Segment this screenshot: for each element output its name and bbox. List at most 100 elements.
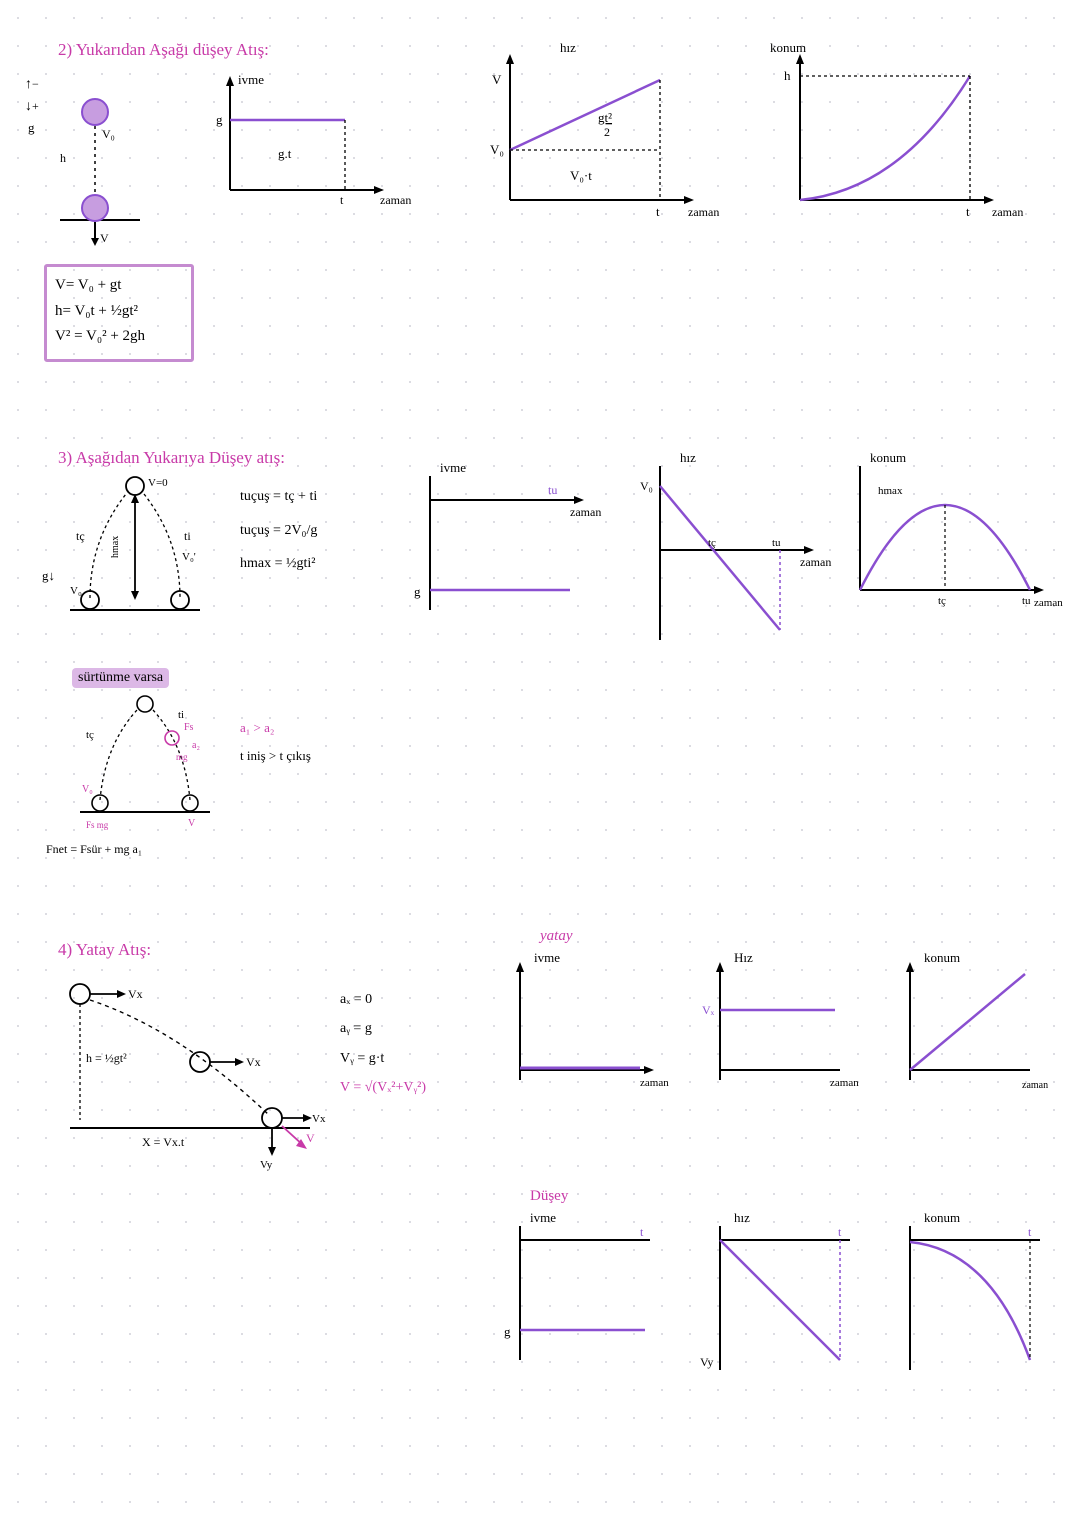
svg-text:tu: tu xyxy=(548,483,557,497)
svg-text:Fs: Fs xyxy=(184,722,194,733)
s4-dusey-hiz: hız t Vy xyxy=(690,1210,870,1380)
svg-text:zaman: zaman xyxy=(800,555,831,569)
svg-text:2: 2 xyxy=(604,125,610,139)
svg-text:Fs mg: Fs mg xyxy=(86,820,109,830)
formula-line3: V² = V₀² + 2gh xyxy=(55,324,183,350)
svg-text:zaman: zaman xyxy=(570,505,601,519)
svg-text:h = ½gt²: h = ½gt² xyxy=(86,1051,127,1065)
svg-text:g: g xyxy=(28,120,35,135)
svg-text:t: t xyxy=(1028,1225,1032,1239)
section3-chart-konum: konum zaman hmax tç tu xyxy=(830,450,1060,620)
svg-text:gt²: gt² xyxy=(598,110,612,125)
svg-text:mg: mg xyxy=(176,752,188,762)
s4-dusey-konum: konum t xyxy=(880,1210,1060,1380)
svg-text:t: t xyxy=(656,204,660,219)
svg-text:g: g xyxy=(504,1324,511,1339)
svg-text:tç: tç xyxy=(76,529,85,543)
section2-formula-box: V= V₀ + gt h= V₀t + ½gt² V² = V₀² + 2gh xyxy=(44,264,194,362)
svg-text:ivme: ivme xyxy=(530,1210,556,1225)
section2-chart-ivme: ivme zaman g g.t t xyxy=(200,70,400,220)
svg-text:↓: ↓ xyxy=(25,99,32,114)
section3-chart-hiz: hız zaman V₀ tç tu xyxy=(620,450,820,650)
svg-text:t: t xyxy=(966,204,970,219)
s3-formula2: tuçuş = 2V₀/g xyxy=(240,514,317,548)
section4-formulas: aₓ = 0 aᵧ = g Vᵧ = g·t V = √(Vₓ²+Vᵧ²) xyxy=(340,985,426,1103)
svg-text:V₀': V₀' xyxy=(182,551,196,563)
svg-text:Vy: Vy xyxy=(700,1355,713,1369)
svg-text:V=0: V=0 xyxy=(148,477,168,489)
svg-text:ti: ti xyxy=(184,529,191,543)
s4-yatay-ivme: ivme zaman xyxy=(490,950,670,1100)
s3-friction-fnet: Fnet = Fsür + mg a₁ xyxy=(46,842,142,857)
svg-text:g.t: g.t xyxy=(278,146,292,161)
yatay-label: yatay xyxy=(540,928,572,945)
svg-text:V₀: V₀ xyxy=(82,784,93,795)
svg-text:hmax: hmax xyxy=(110,536,121,558)
svg-text:Vₓ: Vₓ xyxy=(702,1003,715,1017)
svg-text:hız: hız xyxy=(560,40,576,55)
svg-text:konum: konum xyxy=(870,450,906,465)
svg-text:zaman: zaman xyxy=(640,1077,669,1089)
svg-text:+: + xyxy=(32,99,39,113)
svg-text:ivme: ivme xyxy=(440,460,466,475)
svg-text:zaman: zaman xyxy=(380,193,411,207)
svg-text:h: h xyxy=(784,68,791,83)
svg-text:konum: konum xyxy=(924,1210,960,1225)
section3-diagram: g↓ V=0 tç ti V₀' hmax V₀ xyxy=(40,470,220,630)
svg-text:V: V xyxy=(492,72,502,87)
section3-chart-ivme: ivme zaman tu g xyxy=(400,460,600,620)
svg-text:tç: tç xyxy=(86,729,94,741)
section2-chart-konum: konum zaman h t xyxy=(760,40,1020,230)
formula-line1: V= V₀ + gt xyxy=(55,273,183,299)
svg-text:g: g xyxy=(414,584,421,599)
s4-dusey-ivme: ivme t g xyxy=(490,1210,670,1370)
section2-title: 2) Yukarıdan Aşağı düşey Atış: xyxy=(58,40,269,60)
s3-formula3: hmax = ½gti² xyxy=(240,547,317,581)
svg-text:V₀: V₀ xyxy=(70,585,82,597)
svg-text:g↓: g↓ xyxy=(42,568,55,583)
svg-text:V: V xyxy=(306,1131,315,1145)
svg-text:t: t xyxy=(838,1225,842,1239)
svg-text:V₀: V₀ xyxy=(490,142,504,157)
svg-text:ivme: ivme xyxy=(534,950,560,965)
svg-text:konum: konum xyxy=(924,950,960,965)
svg-text:−: − xyxy=(32,77,39,91)
svg-text:Vx: Vx xyxy=(312,1113,326,1125)
svg-text:a₂: a₂ xyxy=(192,740,200,751)
section2-chart-hiz: hız zaman V V₀ gt² 2 V₀·t t xyxy=(470,40,720,230)
svg-text:hız: hız xyxy=(734,1210,750,1225)
svg-text:zaman: zaman xyxy=(1022,1080,1048,1091)
section3-title: 3) Aşağıdan Yukarıya Düşey atış: xyxy=(58,448,285,468)
svg-text:tç: tç xyxy=(938,595,946,607)
section3-friction-diagram: tç Fs a₂ mg ti V₀ V Fs mg xyxy=(50,690,230,840)
svg-text:h: h xyxy=(60,151,66,165)
section3-formulas: tuçuş = tç + ti tuçuş = 2V₀/g hmax = ½gt… xyxy=(240,480,317,581)
svg-text:zaman: zaman xyxy=(992,205,1023,219)
s4-f3: Vᵧ = g·t xyxy=(340,1044,426,1073)
svg-text:Vx: Vx xyxy=(246,1055,261,1069)
svg-text:X = Vx.t: X = Vx.t xyxy=(142,1135,185,1149)
svg-text:↑: ↑ xyxy=(25,77,32,92)
formula-line2: h= V₀t + ½gt² xyxy=(55,299,183,325)
s4-f2: aᵧ = g xyxy=(340,1014,426,1043)
dusey-label: Düşey xyxy=(530,1188,568,1205)
svg-text:zaman: zaman xyxy=(830,1077,859,1089)
svg-text:g: g xyxy=(216,112,223,127)
svg-text:hız: hız xyxy=(680,450,696,465)
svg-text:tu: tu xyxy=(1022,595,1031,607)
section4-title: 4) Yatay Atış: xyxy=(58,940,151,960)
s4-yatay-konum: konum zaman xyxy=(880,950,1050,1100)
s3-friction-rel1: a₁ > a₂ xyxy=(240,720,274,736)
svg-text:V: V xyxy=(188,818,196,829)
section3-friction-title: sürtünme varsa xyxy=(72,668,169,688)
section2-diagram: ↑ − ↓ + g V₀ h V xyxy=(20,70,180,260)
svg-text:V₀: V₀ xyxy=(640,479,653,493)
s4-f4: V = √(Vₓ²+Vᵧ²) xyxy=(340,1073,426,1102)
s3-friction-rel2: t iniş > t çıkış xyxy=(240,748,311,764)
svg-text:V₀: V₀ xyxy=(102,127,115,141)
svg-text:zaman: zaman xyxy=(688,205,719,219)
svg-text:ti: ti xyxy=(178,709,184,721)
svg-text:tu: tu xyxy=(772,537,781,549)
svg-text:hmax: hmax xyxy=(878,485,903,497)
svg-text:V: V xyxy=(100,231,109,245)
